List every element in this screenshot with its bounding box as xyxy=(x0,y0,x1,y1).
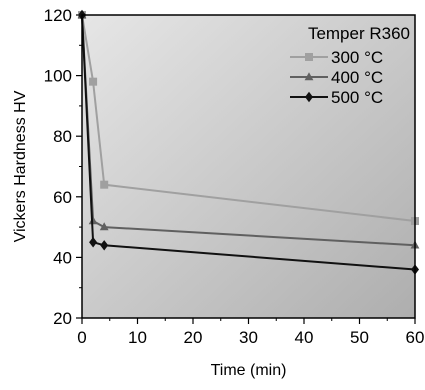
legend-label: 300 °C xyxy=(331,48,383,67)
x-tick-label: 30 xyxy=(239,328,258,347)
square-marker xyxy=(100,180,109,189)
x-tick-label: 0 xyxy=(77,328,86,347)
x-tick-label: 10 xyxy=(128,328,147,347)
y-tick-label: 20 xyxy=(53,309,72,328)
legend-entry: 500 °C xyxy=(290,88,383,107)
legend-label: 500 °C xyxy=(331,88,383,107)
y-tick-label: 60 xyxy=(53,188,72,207)
series-line xyxy=(81,14,416,271)
y-tick-label: 100 xyxy=(44,67,72,86)
x-tick-label: 40 xyxy=(295,328,314,347)
triangle-marker xyxy=(88,216,98,225)
legend-label: 400 °C xyxy=(331,68,383,87)
y-tick-label: 80 xyxy=(53,127,72,146)
triangle-marker xyxy=(304,72,314,81)
diamond-marker xyxy=(305,91,313,103)
diamond-marker xyxy=(89,237,98,248)
square-marker xyxy=(305,53,313,61)
legend-title: Temper R360 xyxy=(308,24,410,43)
series-line xyxy=(81,14,416,223)
square-marker xyxy=(89,77,98,86)
y-tick-label: 40 xyxy=(53,248,72,267)
x-tick-label: 50 xyxy=(350,328,369,347)
x-tick-label: 60 xyxy=(406,328,425,347)
x-axis-label: Time (min) xyxy=(211,362,287,379)
plot-frame xyxy=(81,14,416,319)
plot-area xyxy=(82,15,415,318)
legend-entry: 400 °C xyxy=(290,68,383,87)
triangle-marker xyxy=(99,222,109,231)
diamond-marker xyxy=(100,240,109,251)
y-axis-label: Vickers Hardness HV xyxy=(12,90,29,242)
axis-ticks: 20 40 60 80 100 120 0 10 20 30 40 50 60 xyxy=(44,6,425,347)
y-tick-label: 120 xyxy=(44,6,72,25)
x-tick-label: 20 xyxy=(184,328,203,347)
legend-entry: 300 °C xyxy=(290,48,383,67)
